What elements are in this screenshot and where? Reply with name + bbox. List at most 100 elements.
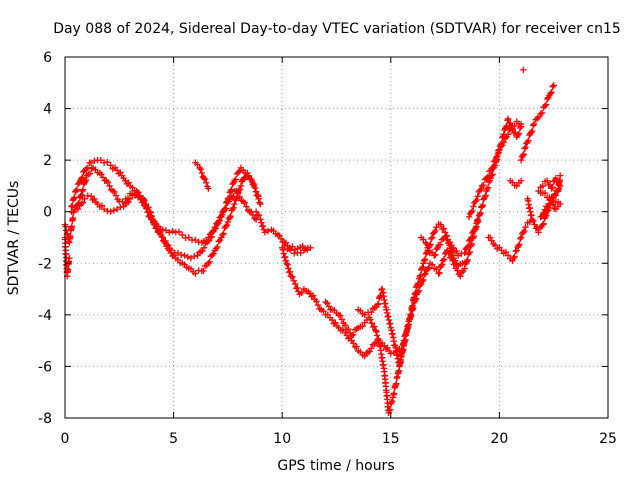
data-point <box>87 159 95 166</box>
data-point <box>543 194 551 201</box>
data-point <box>454 252 462 259</box>
data-point <box>407 314 414 321</box>
data-point <box>67 232 74 240</box>
data-point <box>255 195 262 203</box>
data-point <box>236 193 244 201</box>
data-point <box>504 131 512 138</box>
plot-frame <box>64 56 609 419</box>
data-point <box>197 166 204 173</box>
data-point <box>252 188 260 195</box>
data-point <box>549 183 556 191</box>
data-point <box>79 174 86 181</box>
data-point <box>74 205 82 213</box>
y-tick-label: -6 <box>38 359 52 375</box>
data-point <box>449 257 456 264</box>
data-point <box>522 223 529 231</box>
data-point <box>341 321 349 329</box>
data-point <box>375 300 382 307</box>
data-point <box>425 264 433 271</box>
data-point <box>178 251 185 259</box>
data-point <box>548 89 555 96</box>
data-point <box>439 257 447 264</box>
data-point <box>79 186 87 193</box>
data-point <box>222 223 229 230</box>
data-point <box>196 164 203 172</box>
x-tick-label: 25 <box>599 431 617 447</box>
data-point <box>550 82 557 89</box>
data-point <box>287 272 295 280</box>
data-point <box>432 251 439 258</box>
data-point <box>488 165 495 172</box>
data-point <box>338 316 346 323</box>
data-point <box>435 270 442 277</box>
data-point <box>286 268 294 275</box>
data-point <box>192 236 199 244</box>
data-point <box>161 239 169 246</box>
data-point <box>143 205 150 212</box>
data-point <box>458 250 465 257</box>
data-point <box>292 280 299 288</box>
x-tick-label: 0 <box>61 431 70 447</box>
data-point <box>535 187 542 195</box>
data-point <box>516 241 523 248</box>
data-point <box>191 253 198 260</box>
data-point <box>403 328 410 336</box>
data-point <box>515 130 523 137</box>
data-point <box>389 397 396 405</box>
data-point <box>519 152 527 159</box>
x-axis-label: GPS time / hours <box>277 458 394 474</box>
data-point <box>502 124 510 131</box>
data-point <box>464 243 472 250</box>
data-point <box>410 305 417 312</box>
data-point <box>536 224 544 232</box>
data-point <box>418 265 426 272</box>
data-point <box>537 110 544 117</box>
data-point <box>104 207 111 215</box>
data-point <box>516 124 524 132</box>
data-point <box>474 218 481 226</box>
data-point <box>457 272 464 280</box>
data-point <box>345 325 352 333</box>
data-point <box>415 287 423 295</box>
data-point <box>388 399 395 406</box>
data-point <box>521 145 528 152</box>
data-point <box>218 213 225 221</box>
data-point <box>350 331 357 338</box>
data-point <box>210 228 217 235</box>
data-point <box>158 233 165 241</box>
data-point <box>313 298 320 305</box>
data-point <box>215 238 222 245</box>
data-point <box>139 198 147 205</box>
data-point <box>467 234 475 241</box>
data-point <box>489 171 496 178</box>
y-axis-label: SDTVAR / TECUs <box>6 181 22 296</box>
data-point <box>386 407 393 415</box>
data-point <box>74 180 82 188</box>
data-point <box>142 201 149 208</box>
data-point <box>483 174 490 182</box>
data-point <box>546 200 553 208</box>
data-point <box>390 390 398 397</box>
data-point <box>414 289 422 296</box>
x-tick-label: 10 <box>273 431 291 447</box>
data-point <box>400 337 408 344</box>
data-point <box>478 182 486 190</box>
data-point <box>497 143 505 150</box>
data-point <box>507 119 514 127</box>
data-point <box>376 339 383 346</box>
data-point <box>454 267 461 274</box>
data-point <box>540 220 547 228</box>
data-point <box>236 185 244 193</box>
data-point <box>419 263 426 271</box>
data-point <box>230 192 237 200</box>
data-point <box>175 228 183 236</box>
data-point <box>285 265 292 272</box>
data-point <box>531 221 538 228</box>
data-point <box>284 261 291 268</box>
data-point <box>249 179 256 186</box>
x-tick-label: 5 <box>169 431 178 447</box>
data-point <box>551 205 558 212</box>
data-point <box>514 131 522 139</box>
data-point <box>91 157 98 165</box>
data-point <box>113 205 121 213</box>
